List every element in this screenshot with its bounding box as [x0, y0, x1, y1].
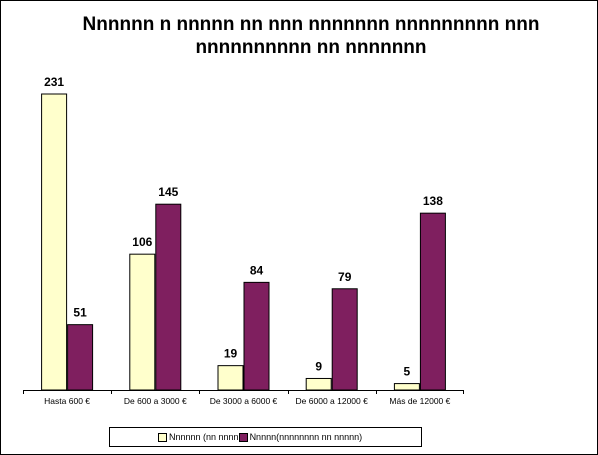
data-label-series-1-1: 231: [44, 75, 64, 89]
legend-swatch-series-1: [158, 432, 167, 442]
data-label-series-2-4: 79: [338, 270, 352, 284]
bar-series-2-1: [67, 324, 94, 391]
x-tick-label-1: Hasta 600 €: [44, 396, 90, 406]
x-tick-label-2: De 600 a 3000 €: [124, 396, 187, 406]
data-label-series-1-4: 9: [315, 359, 322, 373]
bar-series-2-3: [243, 281, 270, 391]
chart-legend: Nnnnnn (nn nnnn Nnnnn(nnnnnnnn nn nnnnn): [109, 427, 422, 447]
legend-entry-series-1: Nnnnnn (nn nnnn: [158, 432, 239, 442]
x-tick-label-3: De 3000 a 6000 €: [210, 396, 278, 406]
data-label-series-2-5: 138: [423, 194, 443, 208]
bar-series-1-3: [217, 365, 244, 391]
data-label-series-1-2: 106: [132, 235, 152, 249]
data-label-series-1-3: 19: [224, 347, 238, 361]
x-tick-label-4: De 6000 a 12000 €: [296, 396, 369, 406]
legend-label-series-2: Nnnnn(nnnnnnnn nn nnnnn): [249, 432, 363, 442]
bar-series-2-2: [155, 203, 182, 391]
bar-series-1-1: [41, 93, 68, 391]
x-tick-label-5: Más de 12000 €: [389, 396, 450, 406]
bar-series-1-5: [393, 383, 420, 391]
data-label-series-2-1: 51: [73, 306, 87, 320]
bar-series-1-2: [129, 253, 156, 391]
bar-series-2-4: [331, 288, 358, 391]
bar-series-2-5: [419, 212, 446, 391]
bar-series-1-4: [305, 377, 332, 391]
data-label-series-2-3: 84: [250, 263, 264, 277]
chart-title: Nnnnnn n nnnnn nn nnn nnnnnnn nnnnnnnnn …: [82, 14, 540, 58]
data-label-series-1-5: 5: [404, 365, 411, 379]
legend-swatch-series-2: [238, 432, 248, 442]
legend-entry-series-2: Nnnnn(nnnnnnnn nn nnnnn): [238, 432, 363, 442]
data-label-series-2-2: 145: [158, 185, 178, 199]
legend-label-series-1: Nnnnnn (nn nnnn: [169, 432, 239, 442]
